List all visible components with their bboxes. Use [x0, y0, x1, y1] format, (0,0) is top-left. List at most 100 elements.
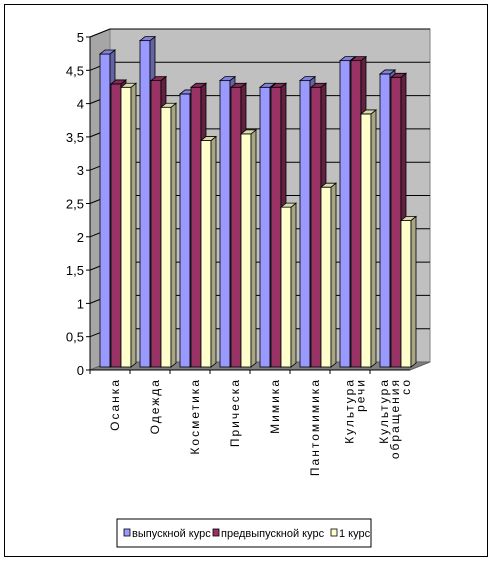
bar-front [299, 80, 311, 368]
bar-front [390, 76, 402, 368]
legend-label: выпускной курс [132, 528, 211, 540]
bar-front [200, 140, 212, 368]
x-category-label: Мимика [268, 378, 282, 434]
bar [279, 202, 298, 368]
bar-front [219, 80, 231, 368]
x-category-label: Прическа [228, 378, 242, 447]
y-tick-label: 0,5 [66, 330, 84, 345]
y-tick-label: 1 [77, 296, 84, 311]
bar-front [120, 86, 132, 368]
x-category-label-line: Прическа [228, 378, 242, 447]
bar-top [359, 109, 378, 115]
y-tick-label: 5 [77, 30, 84, 45]
bar-top [239, 129, 258, 135]
legend-swatch [123, 528, 131, 537]
legend: выпускной курс предвыпускной курс 1 курс [116, 518, 372, 548]
bar-front [139, 40, 151, 368]
bar-front [240, 133, 252, 368]
bar-top [98, 49, 117, 55]
legend-box [116, 518, 372, 548]
bar-top [159, 102, 178, 108]
bar-top [298, 76, 317, 82]
bar [239, 129, 258, 368]
x-category-label: Культураречи [343, 378, 368, 444]
legend-swatch [330, 528, 338, 537]
x-category-label-line: Культура [343, 378, 357, 444]
bar-top [138, 36, 157, 42]
bar-front [110, 83, 122, 368]
y-tick-label: 3,5 [66, 130, 84, 145]
bar-front [230, 86, 242, 368]
x-category-label-line: Мимика [268, 378, 282, 434]
bar-front [270, 86, 282, 368]
bar-top [279, 202, 298, 208]
bar-side [170, 102, 177, 368]
bar-top [269, 82, 288, 88]
bar [159, 102, 178, 368]
bar-top [258, 82, 277, 88]
bar-top [349, 56, 368, 62]
bar-side [210, 135, 217, 368]
x-category-label-line: Пантомимика [308, 378, 322, 476]
bar [359, 109, 378, 368]
y-tick-label: 0 [77, 363, 84, 378]
bar-front [280, 206, 292, 368]
x-category-label-line: обращения [388, 378, 402, 459]
bar [199, 135, 218, 368]
bar-front [160, 106, 172, 368]
bar-top [399, 216, 418, 221]
y-tick-label: 4 [77, 97, 84, 112]
legend-label: предвыпускной курс [221, 528, 325, 540]
x-category-label-line: Одежда [148, 378, 162, 434]
legend-label: 1 курс [339, 528, 371, 540]
bar-front [379, 73, 391, 368]
y-tick-label: 2 [77, 230, 84, 245]
bar-front [400, 220, 412, 368]
bar-top [189, 82, 208, 88]
bar-top [389, 72, 408, 78]
x-category-label: Культураобращениясо [377, 378, 413, 459]
bar-front [320, 186, 332, 368]
bar-top [319, 182, 338, 188]
x-category-label: Пантомимика [308, 378, 322, 476]
x-category-label-line: со [399, 378, 413, 395]
bar-side [330, 182, 337, 368]
gridline [89, 28, 430, 38]
x-category-label-line: Косметика [188, 378, 202, 455]
bar-top [119, 82, 138, 88]
y-tick-label: 2,5 [66, 197, 84, 212]
y-tick-label: 4,5 [66, 63, 84, 78]
bar-side [410, 215, 417, 368]
bar-top [229, 82, 248, 88]
legend-swatch [212, 528, 220, 537]
bar-top [338, 56, 357, 62]
plot-area: 0 0,5 1 1,5 2 2,5 3 3,5 4 4,5 5 Осанка Одежда Космети… [66, 28, 431, 476]
bar-front [99, 53, 111, 368]
bar-front [360, 113, 372, 368]
bar-front [310, 86, 322, 368]
x-category-label: Косметика [188, 378, 202, 455]
bar-front [259, 86, 271, 368]
bar-side [290, 202, 297, 368]
bar-top [218, 76, 237, 82]
bar-top [109, 79, 128, 85]
bar-side [130, 82, 137, 368]
bar-top [199, 136, 218, 141]
y-tick-label: 3 [77, 163, 84, 178]
bar-top [309, 82, 328, 88]
x-category-label-line: речи [354, 378, 368, 412]
bar-top [149, 76, 168, 82]
x-category-label: Одежда [148, 378, 162, 434]
bar-front [150, 80, 162, 368]
x-category-label-line: Культура [377, 378, 391, 444]
bar [319, 182, 338, 368]
bar-side [370, 109, 377, 368]
bar-front [350, 60, 362, 368]
bar-front [339, 60, 351, 368]
bar-front [190, 86, 202, 368]
bar-front [179, 93, 191, 368]
bar [399, 215, 418, 368]
bar-side [250, 129, 257, 368]
